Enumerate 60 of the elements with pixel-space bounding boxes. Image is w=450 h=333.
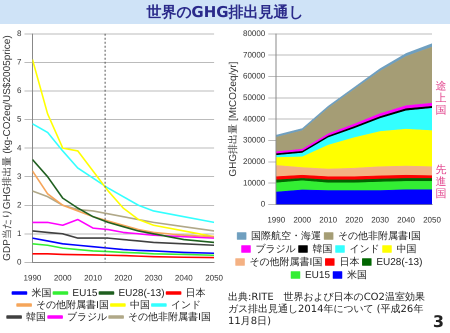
- y-tick-label: 0: [16, 258, 22, 267]
- y-axis-title: GDP当たりGHG排出量 (kg-CO2eq/US$2005price): [0, 35, 13, 261]
- y-tick-label: 6: [16, 86, 22, 96]
- legend-label: EU15: [72, 288, 98, 299]
- y-tick-label: 0: [260, 200, 266, 209]
- y-tick-label: 20000: [242, 156, 266, 166]
- x-tick-label: 2040: [174, 273, 194, 282]
- legend-label: その他附属書I国: [36, 298, 109, 311]
- x-tick-label: 2030: [371, 215, 390, 224]
- y-tick-label: 7: [16, 58, 22, 67]
- y-tick-label: 2: [16, 200, 22, 210]
- legend-label: ブラジル: [256, 242, 296, 255]
- legend-label: その他非附属書I国: [338, 230, 421, 242]
- y-tick-label: 60000: [242, 72, 266, 81]
- y-tick-label: 70000: [242, 50, 266, 60]
- y-axis-title: GHG排出量 [MtCO2eq/yr]: [226, 61, 239, 177]
- source-note: 出典:RITE 世界および日本のCO2温室効果ガス排出見通し2014年について (平成26年11月8日): [228, 292, 426, 328]
- x-tick-label: 2010: [319, 215, 338, 224]
- x-tick-label: 2010: [84, 273, 102, 282]
- y-tick-label: 8: [16, 29, 22, 38]
- y-tick-label: 50000: [242, 92, 266, 102]
- legend-label: 国際航空・海運: [251, 230, 322, 242]
- legend-label: その他附属書I国: [250, 256, 322, 268]
- y-tick-label: 10000: [242, 178, 266, 188]
- legend-label: 米国: [31, 286, 52, 299]
- y-tick-label: 30000: [242, 136, 266, 145]
- legend-label: 日本: [339, 256, 360, 268]
- text: 途上国: [436, 79, 446, 116]
- legend-label: EU28(-13): [118, 288, 165, 299]
- x-tick-label: 2050: [205, 273, 224, 282]
- legend-label: インド: [170, 300, 201, 311]
- text: 3: [432, 312, 444, 331]
- y-tick-label: 80000: [242, 29, 266, 38]
- y-tick-label: 3: [16, 172, 22, 181]
- legend-label: 中国: [130, 298, 150, 311]
- legend-label: インド: [350, 244, 380, 255]
- y-tick-label: 40000: [242, 114, 266, 124]
- legend-label: 米国: [347, 268, 368, 281]
- legend-label: EU28(-13): [376, 256, 422, 268]
- legend-label: EU15: [304, 270, 330, 281]
- chart-title: 世界のGHG排出見通し: [0, 0, 450, 24]
- x-tick-label: 2040: [397, 215, 416, 224]
- x-tick-label: 1990: [24, 273, 42, 282]
- y-tick-label: 4: [16, 143, 22, 152]
- legend-label: 韓国: [312, 242, 332, 255]
- y-tick-label: 5: [16, 114, 22, 124]
- x-tick-label: 1990: [267, 215, 286, 224]
- legend-label: 中国: [396, 242, 416, 255]
- legend-label: ブラジル: [67, 310, 108, 323]
- x-tick-label: 2050: [423, 215, 442, 224]
- x-tick-label: 2020: [345, 215, 364, 224]
- x-tick-label: 2000: [54, 273, 72, 282]
- legend-label: 日本: [186, 286, 206, 299]
- x-tick-label: 2030: [144, 273, 163, 282]
- legend-label: 韓国: [26, 310, 46, 323]
- x-tick-label: 2000: [293, 215, 312, 224]
- legend-label: その他非附属書I国: [128, 310, 211, 323]
- text: 先進国: [436, 163, 446, 200]
- x-tick-label: 2020: [114, 273, 133, 282]
- y-tick-label: 1: [16, 229, 22, 238]
